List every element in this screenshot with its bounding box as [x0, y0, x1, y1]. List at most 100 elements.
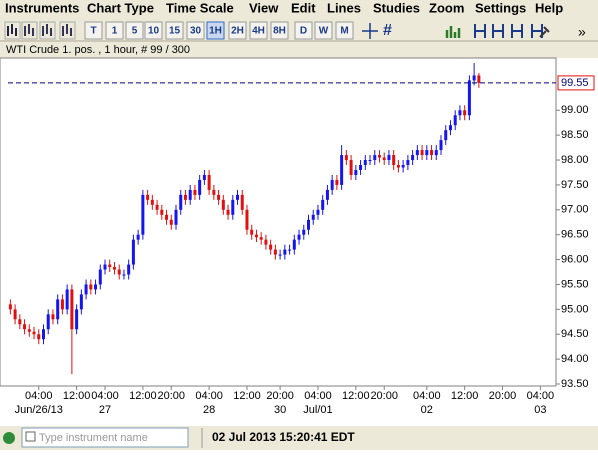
candle-body: [344, 155, 348, 161]
timescale-button[interactable]: [206, 21, 225, 40]
menu-item[interactable]: Studies: [373, 0, 420, 15]
candle-body: [415, 150, 419, 156]
timescale-button[interactable]: [294, 21, 313, 40]
candle-body: [377, 155, 381, 158]
timescale-button[interactable]: [186, 21, 205, 40]
candle-body: [98, 269, 102, 285]
timescale-label: 10: [148, 26, 160, 37]
timescale-button[interactable]: [335, 21, 354, 40]
candle-body: [75, 309, 79, 330]
candle-body: [363, 160, 367, 166]
candle-body: [65, 289, 69, 310]
menu-item[interactable]: View: [249, 0, 279, 15]
timescale-label: 4H: [252, 26, 265, 37]
candle-body: [226, 209, 230, 215]
crosshair-icon[interactable]: [362, 23, 378, 39]
timescale-button[interactable]: [270, 21, 289, 40]
candle-body: [458, 110, 462, 116]
candle-body: [325, 189, 329, 200]
timescale-button[interactable]: [125, 21, 144, 40]
pin-icon[interactable]: [539, 26, 550, 38]
menu-item[interactable]: Lines: [327, 0, 361, 15]
y-tick-label: 99.00: [561, 104, 589, 116]
x-tick-label: 20:00: [157, 390, 185, 402]
input-placeholder: Type instrument name: [39, 432, 148, 444]
tool-icon: [62, 24, 72, 36]
candle-body: [179, 194, 183, 210]
y-tick-label: 96.00: [561, 253, 589, 265]
candle-body: [340, 155, 344, 185]
candle-body: [392, 155, 396, 166]
menu-item[interactable]: Settings: [475, 0, 526, 15]
studies-icon[interactable]: [445, 26, 461, 38]
timescale-button[interactable]: [84, 21, 103, 40]
timescale-button[interactable]: [314, 21, 333, 40]
timescale-button[interactable]: [228, 21, 247, 40]
timescale-button[interactable]: [144, 21, 163, 40]
grid-icon[interactable]: #: [383, 22, 392, 39]
timescale-button[interactable]: [105, 21, 124, 40]
menu-item[interactable]: Chart Type: [87, 0, 154, 15]
menu-item[interactable]: Zoom: [429, 0, 464, 15]
timescale-label: 1H: [209, 26, 222, 37]
candle-body: [56, 299, 60, 320]
line-tool-icon[interactable]: [492, 24, 504, 38]
candle-body: [198, 179, 202, 195]
y-tick-label: 93.50: [561, 378, 589, 390]
candle-body: [8, 304, 12, 310]
date-label: 03: [534, 404, 546, 416]
y-tick-label: 94.50: [561, 328, 589, 340]
candle-body: [477, 75, 481, 83]
timescale-label: W: [319, 26, 329, 37]
candle-body: [453, 115, 457, 126]
candle-body: [18, 319, 22, 325]
menu-item[interactable]: Edit: [291, 0, 316, 15]
line-tool-icon[interactable]: [474, 24, 486, 38]
candle-body: [202, 174, 206, 180]
candle-body: [359, 165, 363, 170]
candle-body: [387, 155, 391, 161]
date-label: 30: [274, 404, 286, 416]
candle-body: [316, 209, 320, 215]
x-tick-label: 04:00: [527, 390, 555, 402]
candle-body: [131, 239, 135, 265]
x-tick-label: 12:00: [342, 390, 370, 402]
tool-icon: [24, 24, 34, 36]
candle-body: [354, 169, 358, 175]
x-tick-label: 20:00: [370, 390, 398, 402]
y-tick-label: 96.50: [561, 229, 589, 241]
candle-body: [89, 284, 93, 290]
timescale-button[interactable]: [165, 21, 184, 40]
candle-body: [382, 157, 386, 161]
timescale-label: M: [340, 26, 348, 37]
x-tick-label: 04:00: [91, 390, 119, 402]
candle-body: [283, 249, 287, 255]
line-tool-icon[interactable]: [511, 24, 523, 38]
candle-body: [169, 219, 173, 225]
menu-item[interactable]: Help: [535, 0, 563, 15]
candle-body: [240, 194, 244, 210]
timescale-label: 15: [169, 26, 181, 37]
candle-body: [46, 314, 50, 330]
tool-icon: [7, 24, 17, 36]
candle-body: [141, 194, 145, 235]
candle-body: [41, 329, 45, 340]
candle-body: [160, 209, 164, 215]
menu-item[interactable]: Time Scale: [166, 0, 234, 15]
x-tick-label: 20:00: [266, 390, 294, 402]
instrument-input[interactable]: [21, 427, 189, 448]
candle-body: [188, 189, 192, 200]
candle-body: [250, 229, 254, 235]
timescale-label: 8H: [273, 26, 286, 37]
timescale-label: 1: [112, 26, 118, 37]
toolbar-overflow[interactable]: »: [578, 24, 586, 40]
x-tick-label: 04:00: [413, 390, 441, 402]
price-axis: [556, 58, 598, 386]
candle-body: [448, 125, 452, 131]
date-label: Jul/01: [303, 404, 332, 416]
timescale-label: 2H: [231, 26, 244, 37]
candle-body: [321, 199, 325, 210]
menu-item[interactable]: Instruments: [5, 0, 79, 15]
timescale-button[interactable]: [249, 21, 268, 40]
